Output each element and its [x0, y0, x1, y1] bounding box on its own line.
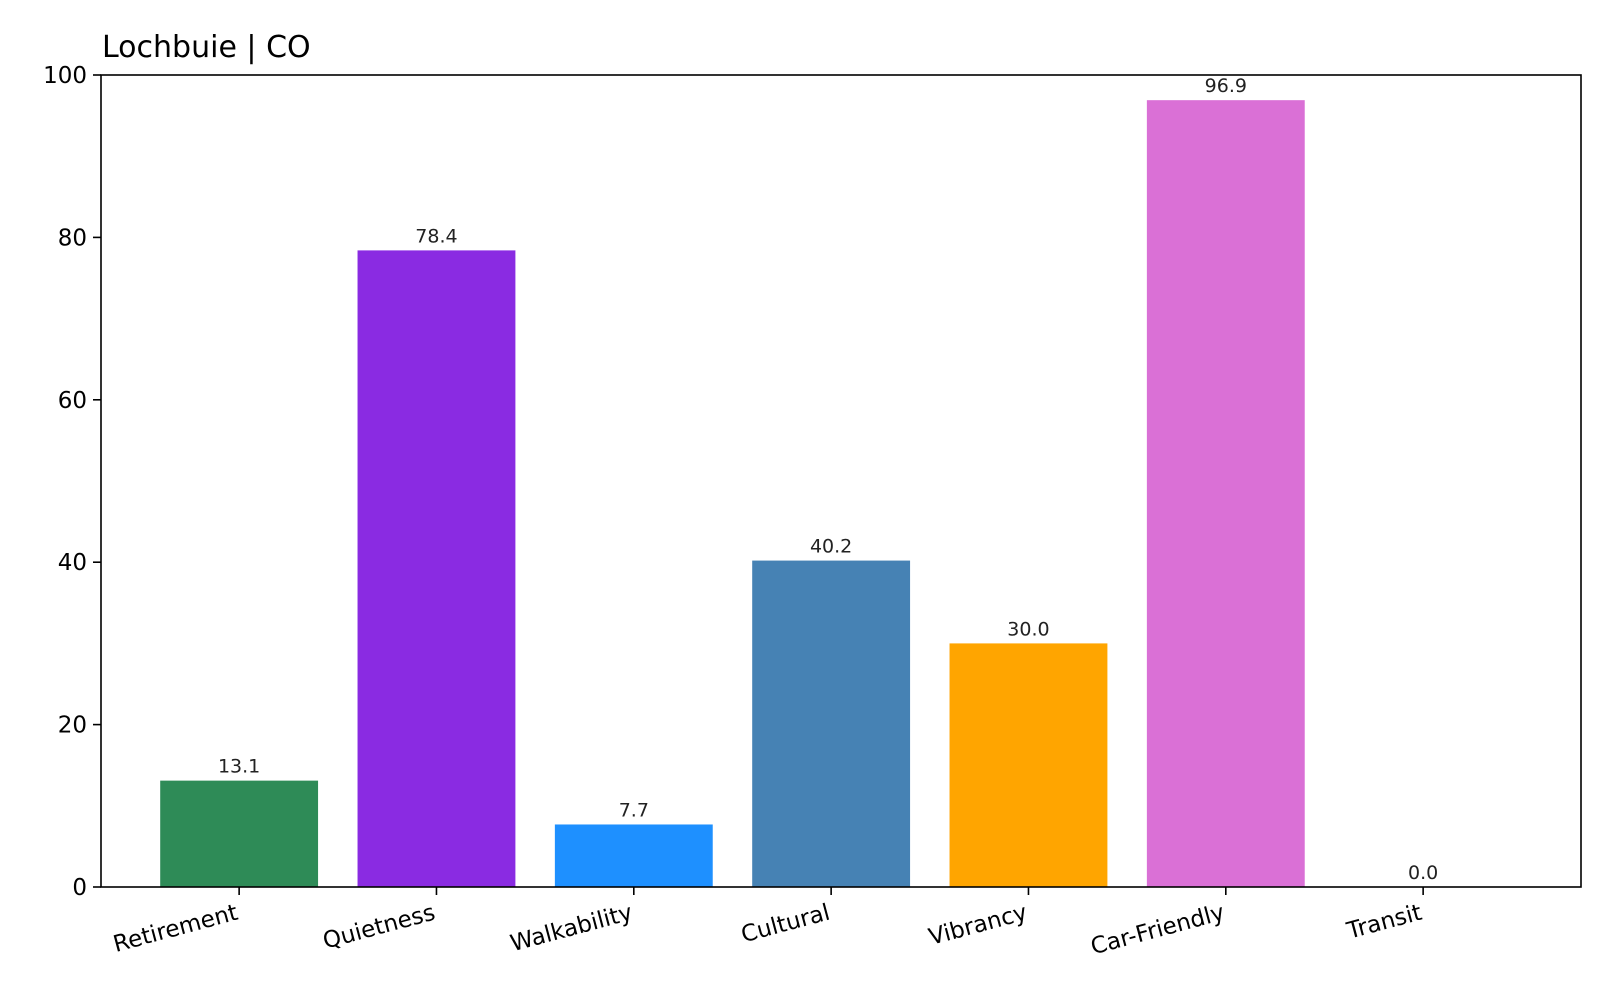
bar-value-label: 30.0: [1007, 618, 1049, 640]
bar-value-label: 40.2: [810, 536, 852, 558]
bar-car-friendly: [1146, 100, 1305, 887]
y-tick-label: 20: [58, 713, 87, 739]
chart-title: Lochbuie | CO: [102, 30, 311, 65]
y-tick-label: 40: [58, 550, 87, 576]
bar-value-label: 0.0: [1408, 862, 1438, 884]
x-tick-label: Retirement: [111, 900, 241, 958]
y-tick-label: 80: [58, 225, 87, 251]
bar-quietness: [357, 250, 516, 888]
x-axis: Retirement Quietness Walkability Cultural Vi…: [111, 887, 1425, 960]
y-tick-label: 100: [43, 63, 87, 89]
x-tick-label: Cultural: [738, 900, 832, 949]
bar-retirement: [160, 780, 319, 887]
plot-frame: [100, 74, 1582, 888]
bars: [160, 100, 1305, 888]
x-tick-label: Walkability: [508, 900, 636, 958]
bar-vibrancy: [949, 643, 1108, 887]
x-tick-label: Quietness: [320, 900, 438, 955]
bar-cultural: [752, 560, 911, 887]
y-tick-label: 60: [58, 388, 87, 414]
y-tick-label: 0: [72, 875, 87, 901]
y-axis: 0 20 40 60 80 100: [43, 63, 101, 901]
bar-value-label: 13.1: [218, 756, 260, 778]
bar-value-label: 7.7: [619, 799, 649, 821]
x-tick-label: Vibrancy: [926, 900, 1030, 951]
bar-value-label: 78.4: [415, 225, 457, 247]
x-tick-label: Car-Friendly: [1088, 900, 1227, 961]
bar-value-label: 96.9: [1205, 75, 1247, 97]
bar-value-labels: 13.1 78.4 7.7 40.2 30.0 96.9 0.0: [218, 75, 1438, 884]
bar-walkability: [554, 824, 713, 887]
x-tick-label: Transit: [1343, 900, 1424, 945]
